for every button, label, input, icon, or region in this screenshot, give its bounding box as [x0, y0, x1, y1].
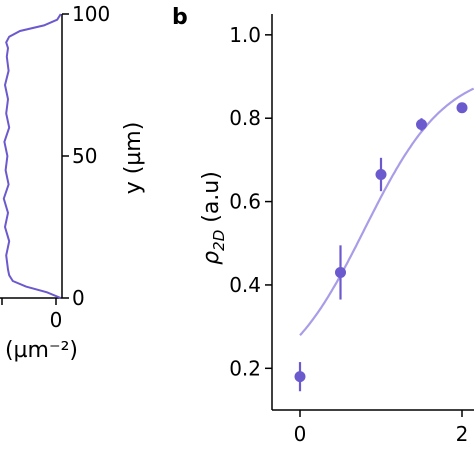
panel-b-y-axis-title: ρ2D (a.u): [199, 171, 228, 265]
panel-b-y-tick-label: 0.2: [229, 356, 261, 380]
panel-a-density-profile: [2, 13, 62, 299]
panel-b-y-tick-label: 1.0: [229, 23, 261, 47]
panel-b-fit-curve: [299, 87, 474, 336]
panel-a-x-axis-title: ρ (µm⁻²): [0, 338, 78, 363]
panel-b-data-point: [294, 371, 306, 383]
panel-a-x-tick-label: 0: [50, 308, 63, 332]
panel-b-y-axis-sub: 2D: [210, 230, 228, 251]
panel-a-y-tick-label: 100: [72, 2, 110, 26]
panel-a-y-ticks: 0 50 100: [62, 2, 110, 310]
panel-b-data-points: [294, 102, 468, 392]
panel-a-y-tick-label: 0: [72, 286, 85, 310]
panel-a-y-axis-title: y (µm): [121, 122, 146, 195]
panel-b-y-ticks: 0.2 0.4 0.6 0.8 1.0: [229, 23, 272, 380]
panel-b-y-axis-unit: (a.u): [199, 171, 224, 230]
panel-b-y-axis-rho: ρ: [199, 251, 224, 265]
panel-b-label: b: [172, 5, 188, 30]
panel-b-x-tick-label: 0: [294, 422, 307, 446]
panel-a-y-tick-label: 50: [72, 144, 97, 168]
panel-b-x-tick-label: 2: [456, 422, 469, 446]
panel-b-y-tick-label: 0.8: [229, 106, 261, 130]
panel-a: 0 50 100 0 y (µm) ρ (µm⁻²): [0, 2, 146, 363]
panel-b-data-point: [456, 102, 468, 114]
panel-b-data-point: [416, 118, 427, 130]
panel-b-data-point: [335, 266, 346, 278]
panel-b-y-tick-label: 0.6: [229, 190, 261, 214]
panel-b-y-tick-label: 0.4: [229, 273, 261, 297]
panel-b-data-point: [375, 168, 387, 180]
